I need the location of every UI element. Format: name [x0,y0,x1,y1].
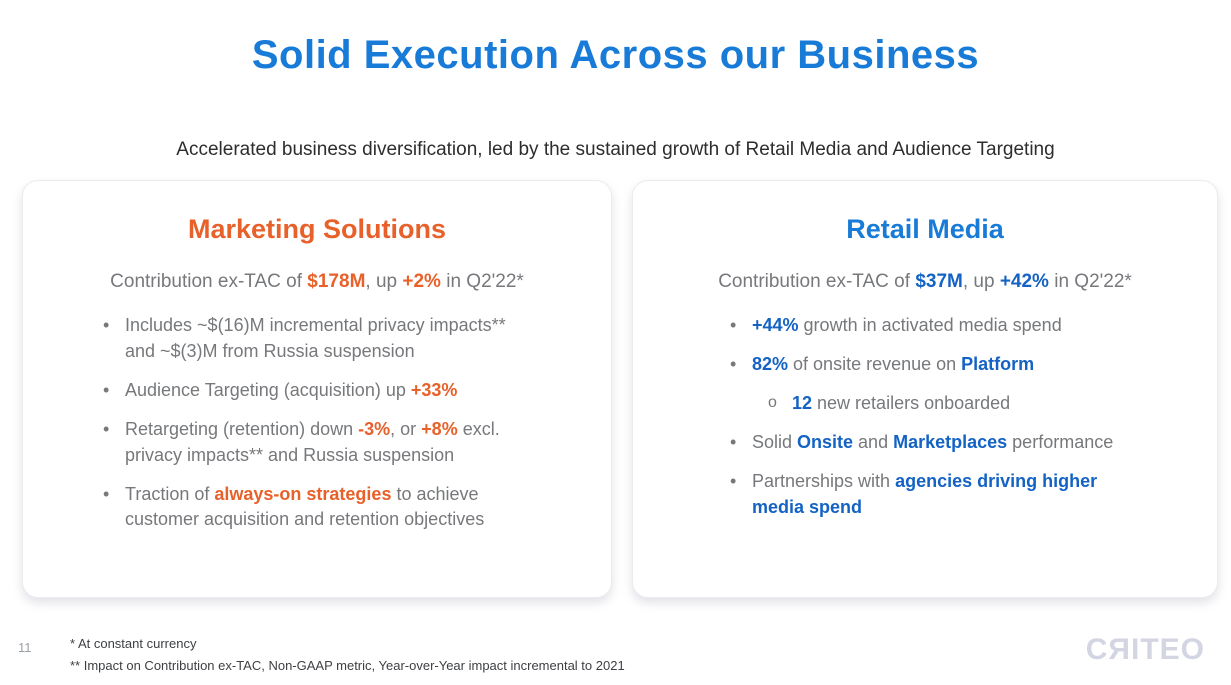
bullet-text: Solid Onsite and Marketplaces performanc… [752,430,1113,456]
slide-subtitle: Accelerated business diversification, le… [176,139,1055,160]
highlight-text: 12 [792,392,813,413]
highlight-text: +8% [421,418,458,439]
bullet-text: Traction of always-on strategies to achi… [125,482,510,534]
highlight-text: Onsite [797,431,854,452]
card-headline: Contribution ex-TAC of $37M, up +42% in … [643,271,1207,293]
plain-text: excl. privacy impacts** and Russia suspe… [125,418,500,465]
page-number: 11 [18,640,32,655]
page-title: Solid Execution Across our Business [251,32,980,77]
bullet-marker: • [103,418,110,439]
highlight-text: Platform [961,353,1035,374]
bullet-marker: • [103,483,110,504]
highlight-text: $178M [307,271,366,292]
card-marketing-solutions: Marketing Solutions Contribution ex-TAC … [22,180,612,598]
bullet-item: o 12 new retailers onboarded [730,391,1217,417]
bullet-item: • Includes ~$(16)M incremental privacy im… [103,313,611,365]
plain-text: in Q2'22* [1048,271,1132,292]
card-title: Retail Media [846,214,1004,244]
bullet-item: • Partnerships with agencies driving high… [730,469,1217,521]
bullet-marker: • [103,379,110,400]
bullet-text: Partnerships with agencies driving highe… [752,469,1137,521]
bullet-marker: • [730,431,737,452]
card-bullet-list: • +44% growth in activated media spend • 82… [633,313,1217,520]
plain-text: to achieve customer acquisition and rete… [125,483,485,530]
bullet-text: Includes ~$(16)M incremental privacy imp… [125,313,510,365]
criteo-logo: CЯITEO [1085,633,1205,666]
bullet-item: • Retargeting (retention) down -3%, or +8… [103,417,611,469]
footnotes: * At constant currency ** Impact on Cont… [70,633,625,677]
bullet-text: 12 new retailers onboarded [792,391,1010,417]
bullet-item: • Traction of always-on strategies to ach… [103,482,611,534]
highlight-text: 82% [752,353,789,374]
highlight-text: +2% [402,271,441,292]
footnote-line: ** Impact on Contribution ex-TAC, Non-GA… [70,658,625,673]
bullet-text: 82% of onsite revenue on Platform [752,352,1034,378]
highlight-text: +42% [999,271,1049,292]
plain-text: Retargeting (retention) down [125,418,359,439]
bullet-marker: • [730,470,737,491]
card-title: Marketing Solutions [187,214,447,244]
bullet-item: • 82% of onsite revenue on Platform [730,352,1217,378]
plain-text: Audience Targeting (acquisition) up [125,379,411,400]
plain-text: and [853,431,894,452]
plain-text: performance [1007,431,1114,452]
plain-text: , up [365,271,403,292]
highlight-text: +44% [752,315,799,335]
plain-text: Contribution ex-TAC of [718,271,916,292]
bullet-item: • Solid Onsite and Marketplaces performan… [730,430,1217,456]
plain-text: Traction of [125,483,215,504]
bullet-marker: • [103,315,110,335]
plain-text: , or [390,418,422,439]
plain-text: Includes ~$(16)M incremental privacy imp… [125,315,506,361]
bullet-item: • Audience Targeting (acquisition) up +33… [103,378,611,404]
highlight-text: agencies driving higher media spend [752,470,1098,517]
plain-text: growth in activated media spend [798,315,1062,335]
highlight-text: $37M [915,271,963,292]
plain-text: in Q2'22* [440,271,524,292]
bullet-text: Retargeting (retention) down -3%, or +8%… [125,417,510,469]
card-headline: Contribution ex-TAC of $178M, up +2% in … [33,271,601,293]
bullet-text: Audience Targeting (acquisition) up +33% [125,378,457,404]
bullet-text: +44% growth in activated media spend [752,313,1062,339]
highlight-text: Marketplaces [893,431,1008,452]
card-retail-media: Retail Media Contribution ex-TAC of $37M… [632,180,1218,598]
card-bullet-list: • Includes ~$(16)M incremental privacy im… [23,313,611,533]
highlight-text: -3% [358,418,391,439]
plain-text: Solid [752,431,798,452]
bullet-marker: • [730,315,737,335]
bullet-marker: • [730,353,737,374]
plain-text: of onsite revenue on [788,353,962,374]
footnote-line: * At constant currency [70,636,197,651]
highlight-text: +33% [410,379,458,400]
plain-text: Partnerships with [752,470,896,491]
bullet-item: • +44% growth in activated media spend [730,313,1217,339]
plain-text: , up [962,271,1000,292]
bullet-marker: o [768,393,777,411]
plain-text: new retailers onboarded [812,392,1011,413]
highlight-text: always-on strategies [214,483,392,504]
plain-text: Contribution ex-TAC of [110,271,308,292]
